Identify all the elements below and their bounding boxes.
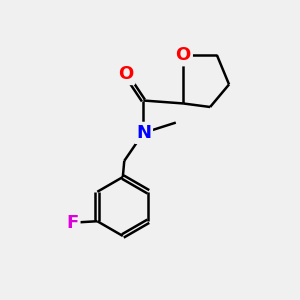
Text: O: O — [118, 65, 134, 83]
Text: F: F — [66, 214, 78, 232]
Text: N: N — [136, 124, 151, 142]
Text: O: O — [176, 46, 191, 64]
